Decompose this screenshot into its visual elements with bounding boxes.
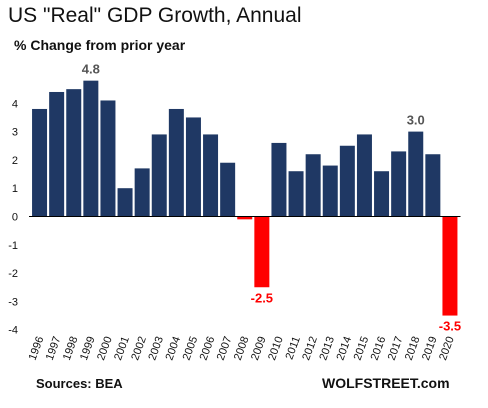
data-label-2018: 3.0 bbox=[407, 113, 425, 128]
bar-2015 bbox=[356, 134, 372, 217]
bar-2010 bbox=[271, 142, 287, 217]
y-axis: -4 -3 -2 -1 0 1 2 3 4 bbox=[8, 98, 18, 336]
x-axis: 1996199719981999200020012002200320042005… bbox=[27, 335, 457, 362]
y-tick-label: -2 bbox=[8, 268, 18, 280]
y-tick-label: -3 bbox=[8, 296, 18, 308]
data-label-2009: -2.5 bbox=[251, 290, 273, 305]
bar-2017 bbox=[391, 151, 407, 217]
data-label-1999: 4.8 bbox=[82, 62, 100, 77]
bar-1997 bbox=[49, 91, 65, 217]
bar-2012 bbox=[305, 154, 321, 217]
chart-title: US "Real" GDP Growth, Annual bbox=[8, 4, 302, 27]
y-tick-label: -1 bbox=[8, 240, 18, 252]
x-tick-label: 2010 bbox=[266, 335, 286, 362]
bar-1998 bbox=[66, 89, 82, 217]
chart-subtitle: % Change from prior year bbox=[14, 37, 186, 53]
y-tick-label: 1 bbox=[12, 183, 18, 195]
brand-label: WOLFSTREET.com bbox=[322, 375, 450, 391]
data-label-2020: -3.5 bbox=[439, 319, 461, 334]
y-tick-label: 4 bbox=[12, 98, 18, 110]
data-labels: 4.8 -2.5 3.0 -3.5 bbox=[82, 62, 461, 334]
bar-2013 bbox=[322, 165, 338, 217]
bar-2002 bbox=[134, 168, 150, 217]
bar-2003 bbox=[151, 134, 167, 217]
bar-2006 bbox=[203, 134, 219, 217]
bar-2004 bbox=[168, 108, 184, 217]
bar-2018 bbox=[408, 131, 424, 217]
y-tick-label: 0 bbox=[12, 212, 18, 224]
source-label: Sources: BEA bbox=[36, 376, 123, 391]
bars bbox=[32, 80, 458, 316]
bar-1996 bbox=[32, 108, 48, 217]
bar-1999 bbox=[83, 80, 99, 217]
bar-2014 bbox=[339, 145, 355, 217]
bar-2016 bbox=[374, 171, 390, 217]
bar-2011 bbox=[288, 171, 304, 217]
bar-2005 bbox=[185, 117, 201, 217]
x-tick-label: 2020 bbox=[437, 335, 457, 362]
bar-2001 bbox=[117, 188, 133, 217]
bar-2019 bbox=[425, 154, 441, 217]
bar-2000 bbox=[100, 100, 116, 217]
bar-2009 bbox=[254, 216, 270, 288]
y-tick-label: -4 bbox=[8, 325, 18, 337]
bar-2020 bbox=[442, 216, 458, 316]
bar-2008 bbox=[237, 216, 253, 220]
y-tick-label: 2 bbox=[12, 155, 18, 167]
y-tick-label: 3 bbox=[12, 127, 18, 139]
bar-2007 bbox=[220, 162, 236, 217]
